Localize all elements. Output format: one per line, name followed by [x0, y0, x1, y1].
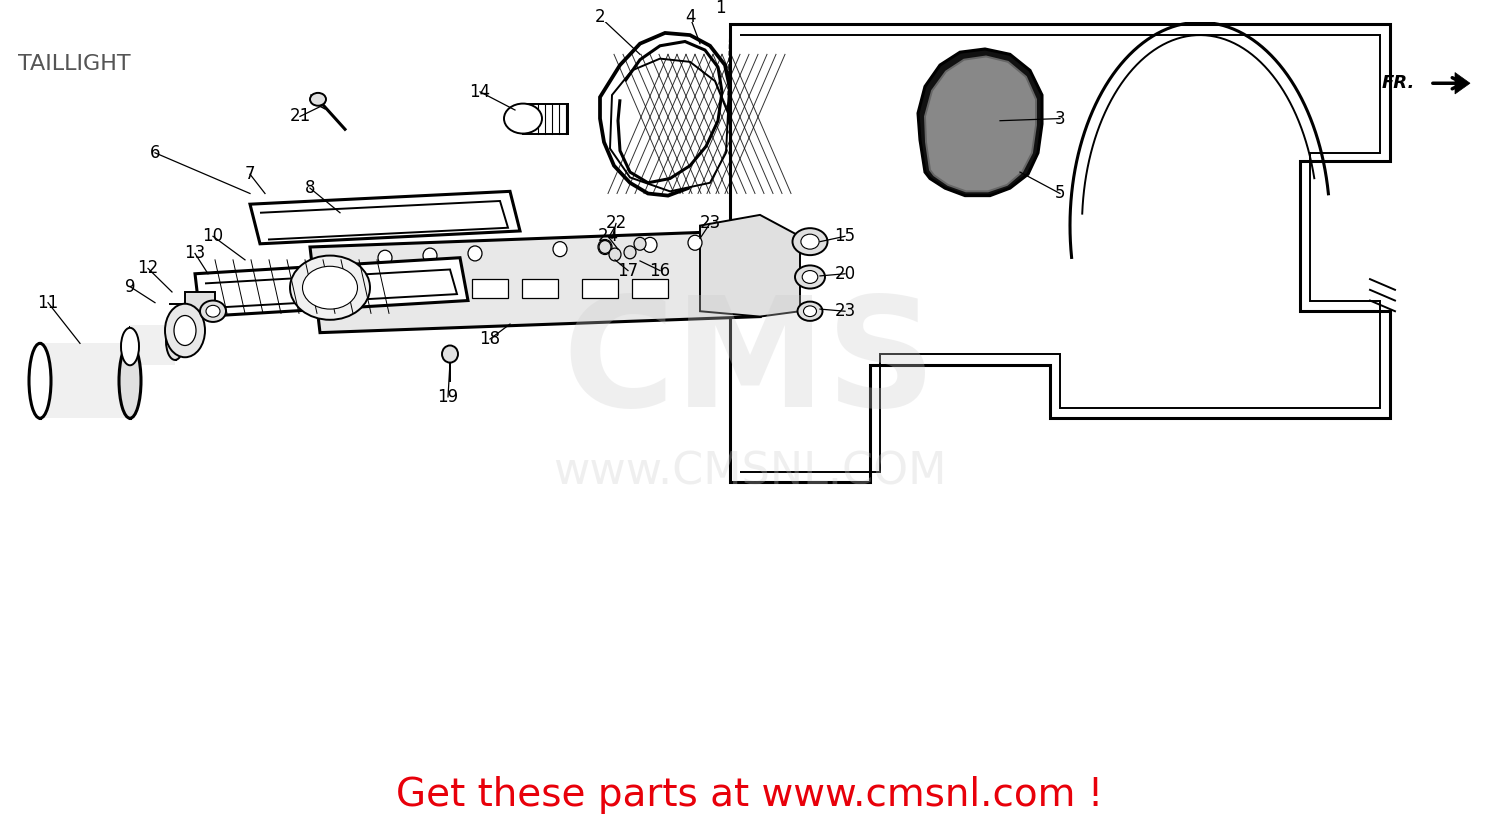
Bar: [413, 279, 448, 299]
Circle shape: [644, 238, 657, 252]
Bar: [472, 279, 508, 299]
Circle shape: [688, 235, 702, 250]
Text: 12: 12: [138, 259, 159, 277]
Ellipse shape: [303, 266, 357, 309]
Text: 4: 4: [684, 8, 694, 26]
Polygon shape: [310, 231, 760, 332]
Bar: [362, 279, 398, 299]
Text: 2: 2: [594, 8, 606, 26]
Polygon shape: [918, 49, 1042, 196]
Ellipse shape: [798, 302, 822, 321]
Circle shape: [634, 238, 646, 250]
Ellipse shape: [166, 323, 184, 360]
Text: 24: 24: [597, 228, 618, 245]
Text: 1: 1: [714, 0, 726, 16]
Circle shape: [609, 248, 621, 261]
Text: 17: 17: [618, 262, 639, 280]
Text: 5: 5: [1054, 185, 1065, 202]
Polygon shape: [600, 33, 730, 196]
Polygon shape: [1455, 73, 1470, 94]
Ellipse shape: [804, 306, 816, 317]
Circle shape: [598, 241, 610, 253]
Ellipse shape: [200, 300, 226, 322]
Ellipse shape: [174, 315, 196, 346]
Circle shape: [554, 242, 567, 257]
Bar: [632, 279, 668, 299]
Ellipse shape: [206, 305, 220, 317]
Text: 15: 15: [834, 228, 855, 245]
Polygon shape: [610, 59, 728, 191]
Polygon shape: [195, 257, 468, 317]
Ellipse shape: [165, 304, 206, 357]
Text: 14: 14: [470, 82, 490, 101]
Polygon shape: [730, 25, 1390, 483]
Ellipse shape: [290, 256, 370, 320]
Circle shape: [468, 246, 482, 261]
Text: 3: 3: [1054, 110, 1065, 128]
Text: 22: 22: [606, 214, 627, 233]
Bar: [522, 279, 558, 299]
Text: 19: 19: [438, 388, 459, 406]
Text: 7: 7: [244, 165, 255, 183]
Bar: [40, 343, 130, 418]
Text: CMS: CMS: [562, 290, 938, 439]
Polygon shape: [700, 214, 800, 317]
Text: 16: 16: [650, 262, 670, 280]
Text: 18: 18: [480, 330, 501, 348]
Text: TAILLIGHT: TAILLIGHT: [18, 54, 130, 74]
Circle shape: [624, 246, 636, 259]
Circle shape: [378, 250, 392, 265]
Ellipse shape: [122, 328, 140, 365]
Text: 6: 6: [150, 144, 160, 162]
Text: 11: 11: [38, 294, 58, 312]
Ellipse shape: [310, 93, 326, 106]
Ellipse shape: [792, 229, 828, 255]
Polygon shape: [251, 191, 520, 244]
Polygon shape: [926, 56, 1036, 191]
Text: www.CMSNL.COM: www.CMSNL.COM: [554, 450, 946, 493]
Bar: [582, 279, 618, 299]
Circle shape: [598, 239, 612, 254]
Ellipse shape: [801, 234, 819, 249]
Ellipse shape: [504, 104, 542, 134]
Circle shape: [442, 346, 458, 363]
Bar: [184, 292, 214, 315]
Text: 13: 13: [184, 244, 206, 262]
Ellipse shape: [795, 266, 825, 289]
Text: 20: 20: [834, 265, 855, 283]
Text: Get these parts at www.cmsnl.com !: Get these parts at www.cmsnl.com !: [396, 776, 1104, 814]
Ellipse shape: [28, 343, 51, 418]
Ellipse shape: [802, 271, 818, 284]
Bar: [130, 325, 176, 365]
Text: 10: 10: [202, 228, 223, 245]
Ellipse shape: [118, 343, 141, 418]
Text: FR.: FR.: [1382, 74, 1414, 92]
Circle shape: [423, 248, 436, 263]
Text: 21: 21: [290, 107, 310, 125]
Text: 23: 23: [834, 302, 855, 320]
Text: 8: 8: [304, 179, 315, 197]
Text: 9: 9: [124, 277, 135, 295]
Text: 23: 23: [699, 214, 720, 233]
